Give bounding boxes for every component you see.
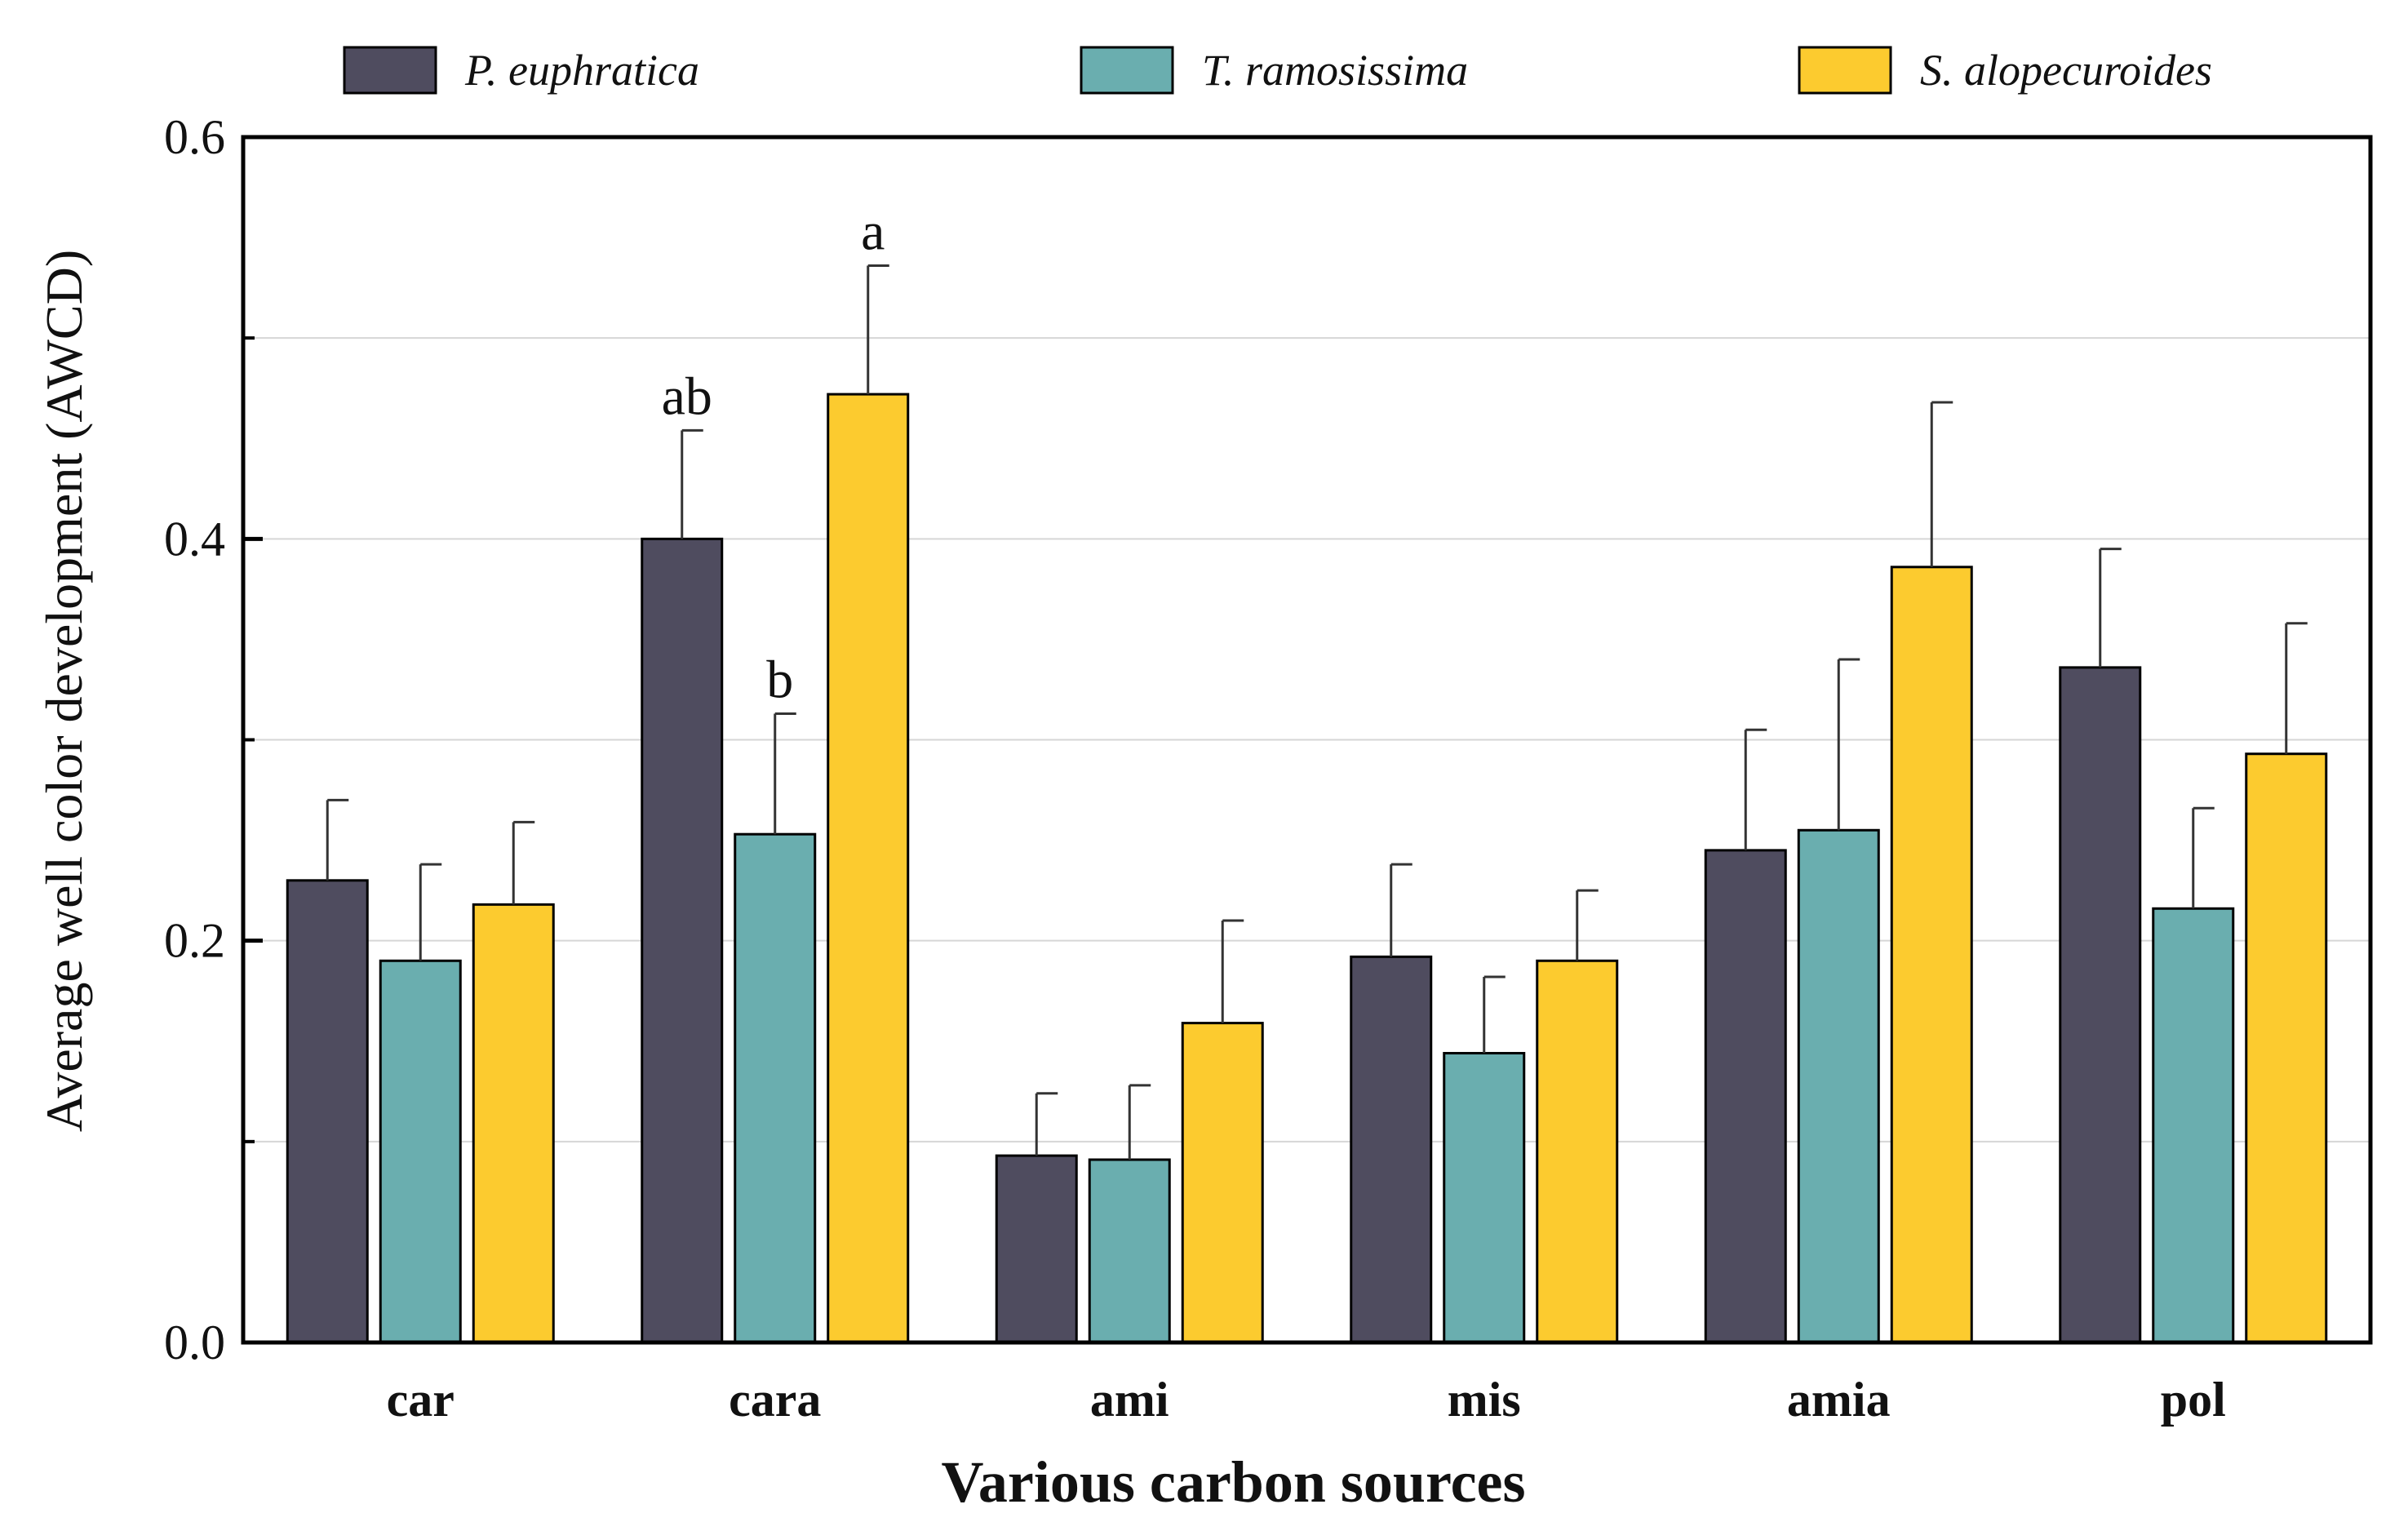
significance-letter: a — [861, 202, 885, 262]
x-tick-label: pol — [2161, 1373, 2226, 1427]
x-axis: car cara ami mis amia pol — [387, 1373, 2226, 1427]
bar — [2152, 907, 2235, 1344]
bar — [1536, 959, 1619, 1344]
x-tick-label: amia — [1787, 1373, 1891, 1427]
legend: P. euphratica T. ramosissima S. alopecuroi… — [343, 46, 2212, 95]
bar — [1890, 566, 1973, 1344]
bar — [995, 1154, 1078, 1344]
legend-label: S. alopecuroides — [1920, 46, 2212, 95]
bar — [1350, 955, 1433, 1344]
bar — [1181, 1022, 1264, 1344]
legend-swatch — [1080, 46, 1174, 95]
x-tick-label: car — [387, 1373, 455, 1427]
bar — [1704, 849, 1787, 1344]
y-tick-label: 0.2 — [164, 914, 225, 968]
y-axis-title: Average well color development (AWCD) — [35, 250, 93, 1132]
y-tick-label: 0.0 — [164, 1316, 225, 1369]
y-tick-label: 0.4 — [164, 512, 225, 566]
bar — [734, 832, 817, 1344]
y-tick-label: 0.6 — [164, 110, 225, 164]
y-axis: 0.0 0.2 0.4 0.6 — [164, 110, 263, 1369]
bar — [1443, 1052, 1526, 1344]
bar — [827, 393, 910, 1344]
bars — [286, 393, 2328, 1344]
error-bars — [326, 264, 2308, 1160]
legend-swatch — [343, 46, 437, 95]
bar — [472, 903, 555, 1344]
bar — [641, 537, 724, 1344]
bar — [286, 879, 369, 1344]
legend-swatch — [1798, 46, 1892, 95]
bar — [2059, 666, 2142, 1344]
gridlines — [243, 337, 2370, 1143]
legend-label: T. ramosissima — [1202, 46, 1468, 95]
bar — [1088, 1158, 1171, 1344]
bar — [379, 959, 462, 1344]
significance-letter: ab — [662, 366, 712, 426]
bar — [2245, 752, 2328, 1344]
x-tick-label: mis — [1448, 1373, 1521, 1427]
bar — [1797, 828, 1880, 1344]
significance-annotations: ab b a — [662, 202, 885, 710]
x-tick-label: cara — [729, 1373, 821, 1427]
x-tick-label: ami — [1090, 1373, 1169, 1427]
x-axis-title: Various carbon sources — [941, 1449, 1525, 1515]
legend-label: P. euphratica — [464, 46, 699, 95]
significance-letter: b — [766, 650, 793, 709]
